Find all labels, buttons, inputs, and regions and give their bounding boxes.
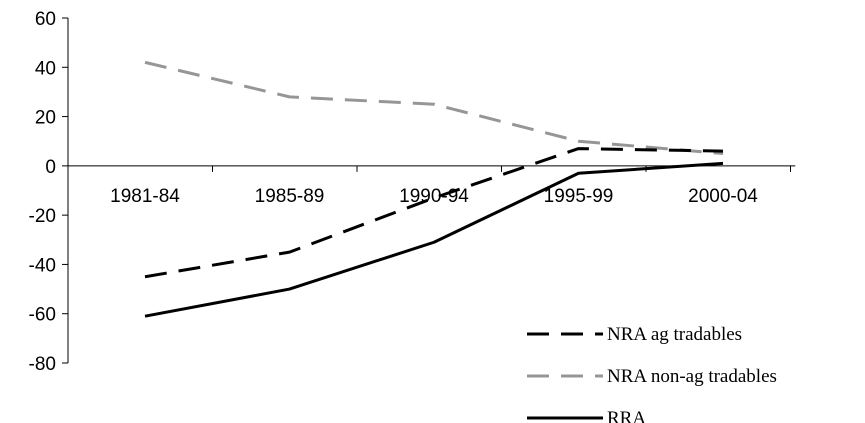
x-axis: 1981-84 1985-89 1990-94 1995-99 2000-04 (67, 165, 796, 207)
y-tick-label: -80 (29, 354, 56, 375)
x-tick-label: 1981-84 (110, 186, 180, 207)
legend-label: NRA ag tradables (607, 324, 742, 345)
series-line-rra (144, 161, 724, 318)
y-tick-label: 0 (45, 157, 56, 178)
legend: NRA ag tradables NRA non-ag tradables RRA (527, 324, 777, 423)
y-tick-label: 40 (35, 58, 56, 79)
y-tick-label: -40 (29, 255, 56, 276)
legend-label: RRA (607, 408, 646, 423)
legend-label: NRA non-ag tradables (607, 366, 777, 387)
series-line-nra-non-ag-tradables (144, 60, 724, 156)
y-tick-label: -60 (29, 305, 56, 326)
y-axis: 60 40 20 0 -20 -40 -60 -80 (29, 9, 69, 375)
y-tick-label: 20 (35, 108, 56, 129)
series-layer (144, 60, 724, 318)
x-tick-label: 2000-04 (688, 186, 758, 207)
x-tick-label: 1985-89 (255, 186, 325, 207)
x-tick-label: 1995-99 (544, 186, 614, 207)
y-tick-label: -20 (29, 206, 56, 227)
y-tick-label: 60 (35, 9, 56, 30)
